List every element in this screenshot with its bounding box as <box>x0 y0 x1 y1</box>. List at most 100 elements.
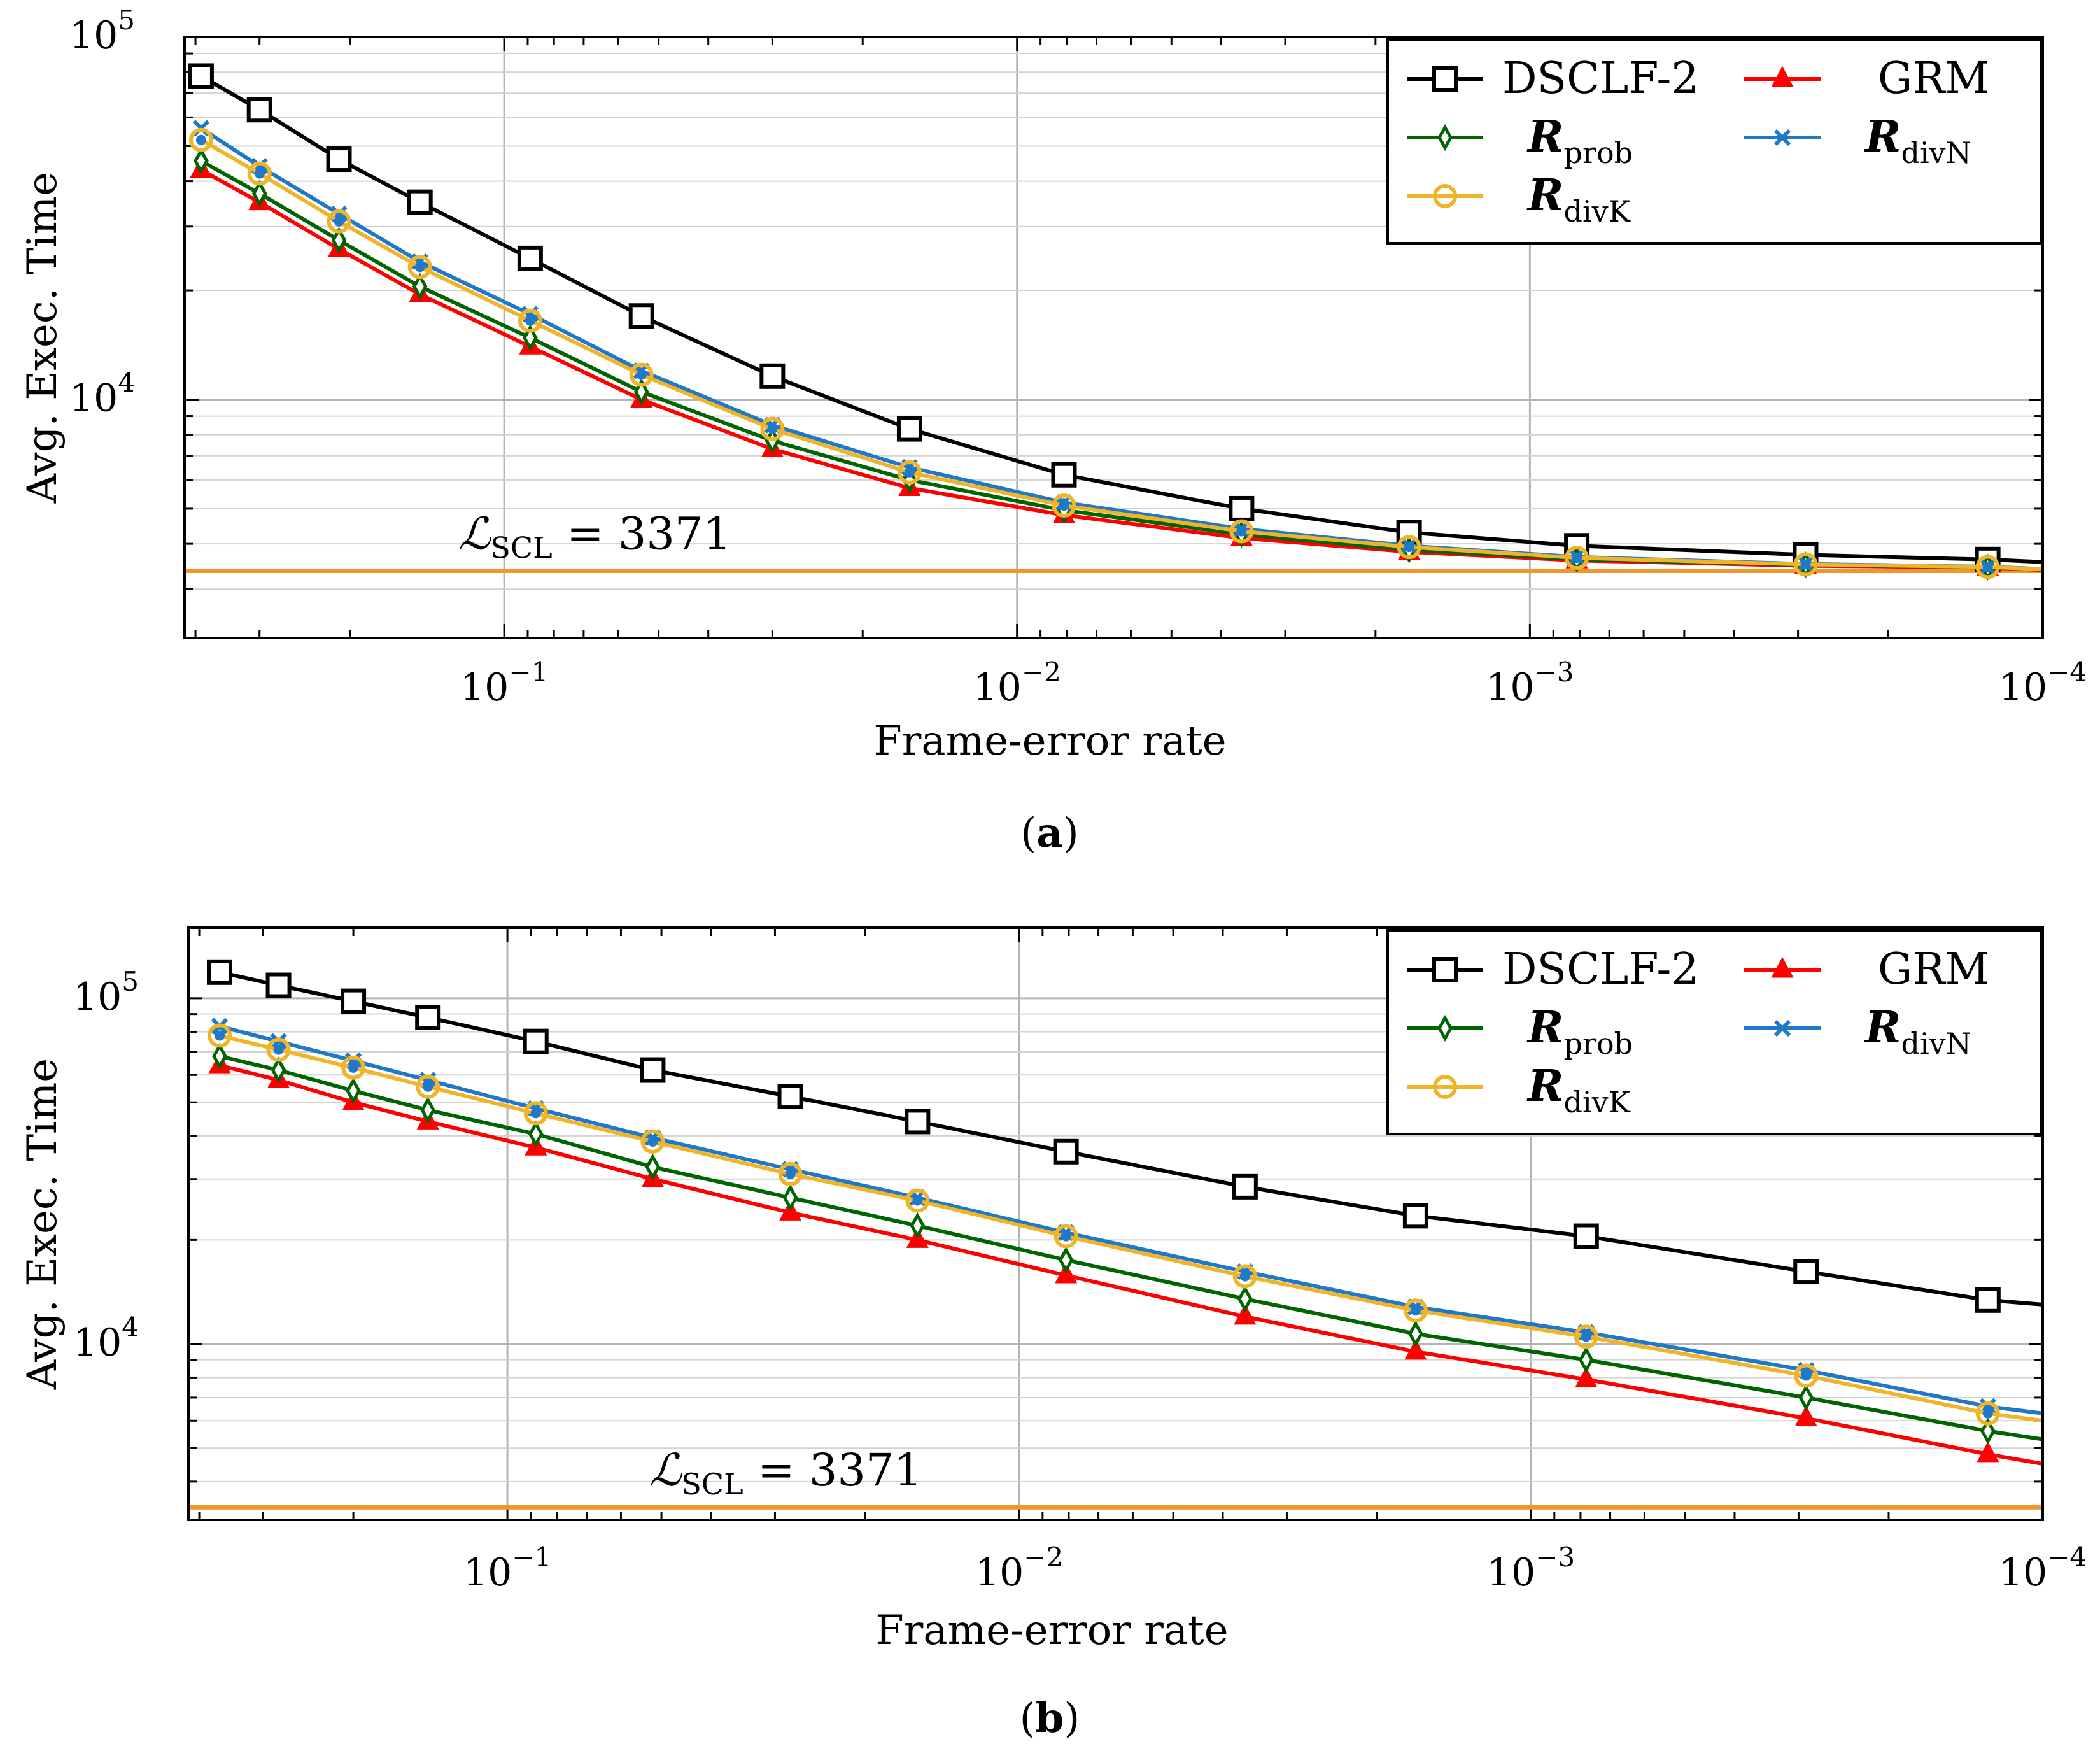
legend-label: Rprob <box>1526 111 1633 170</box>
x-tick-exp: −1 <box>509 656 548 688</box>
x-tick-base: 10 <box>1487 1550 1535 1595</box>
legend-label: GRM <box>1878 944 1989 995</box>
x-tick-exp: −1 <box>512 1542 551 1573</box>
data-point <box>188 127 213 152</box>
data-point-overlap <box>647 1136 658 1147</box>
data-point <box>523 324 538 351</box>
x-tick-base: 10 <box>463 1550 512 1595</box>
data-point <box>905 1188 930 1213</box>
data-point <box>1578 1346 1594 1373</box>
legend-label-main: GRM <box>1878 53 1989 104</box>
data-point <box>1793 552 1818 577</box>
data-point-overlap <box>912 1195 923 1206</box>
data-point-overlap <box>636 369 647 380</box>
legend-label-main: DSCLF-2 <box>1502 944 1699 995</box>
data-point <box>905 1109 931 1135</box>
data-point <box>759 363 786 389</box>
data-point <box>1793 1259 1819 1285</box>
data-point <box>628 303 654 329</box>
data-point <box>1232 1264 1257 1289</box>
plot-area <box>207 959 2043 1466</box>
y-tick-exp: 5 <box>122 966 139 997</box>
y-tick-base: 10 <box>69 376 118 421</box>
data-point <box>1397 535 1421 560</box>
data-point-overlap <box>215 1030 225 1041</box>
legend-item-r-divn: RdivN <box>1744 1002 1971 1061</box>
legend-marker <box>1432 957 1458 982</box>
y-tick-base: 10 <box>73 975 122 1019</box>
data-point <box>407 255 432 280</box>
legend-label-sub: divK <box>1564 194 1631 229</box>
data-point-overlap <box>1059 500 1069 511</box>
data-point <box>897 460 922 485</box>
data-point <box>346 1077 361 1105</box>
data-point-overlap <box>334 216 344 227</box>
legend-item-grm: GRM <box>1744 944 1989 995</box>
legend-label: RdivN <box>1864 1002 1971 1061</box>
data-point <box>1234 1303 1257 1325</box>
caption-close: ) <box>1064 1695 1080 1742</box>
data-point <box>1058 1246 1074 1273</box>
data-point-overlap <box>254 168 265 179</box>
plot-area <box>188 63 2043 581</box>
legend-label: RdivN <box>1864 111 1971 170</box>
legend-label-main: R <box>1864 111 1901 162</box>
data-point <box>523 1028 549 1054</box>
legend-label: DSCLF-2 <box>1502 53 1699 104</box>
data-point <box>1229 495 1255 521</box>
data-point <box>629 362 654 387</box>
x-tick-exp: −2 <box>1024 1542 1063 1573</box>
x-tick-label: 10−2 <box>975 1542 1063 1595</box>
x-tick-base: 10 <box>1486 665 1534 710</box>
data-point-overlap <box>1236 526 1247 537</box>
legend-label: RdivK <box>1526 170 1631 229</box>
legend-item-dsclf-2: DSCLF-2 <box>1407 53 1699 104</box>
plot-frame <box>187 926 2044 1521</box>
legend-marker <box>1771 956 1794 978</box>
legend-box <box>1386 38 2043 245</box>
caption-close: ) <box>1063 810 1079 857</box>
series-grm <box>208 1052 2043 1466</box>
data-point-overlap <box>1982 562 1993 572</box>
legend-label: DSCLF-2 <box>1502 944 1699 995</box>
x-tick-base: 10 <box>975 1550 1024 1595</box>
legend-label-sub: divN <box>1901 136 1971 170</box>
x-tick-exp: −4 <box>2047 1542 2087 1573</box>
reference-label-main: ℒ <box>458 507 491 560</box>
series-r-divk <box>208 1023 2043 1426</box>
data-point <box>528 1120 544 1148</box>
caption-open: ( <box>1020 1695 1036 1742</box>
data-point <box>194 147 209 174</box>
data-point <box>1053 1138 1079 1165</box>
legend-label-sub: prob <box>1564 136 1633 170</box>
data-point-overlap <box>1239 1271 1250 1282</box>
data-point <box>271 1056 286 1084</box>
legend-label: GRM <box>1878 53 1989 104</box>
y-tick-base: 10 <box>69 13 118 58</box>
data-point <box>1054 1224 1078 1249</box>
data-point <box>420 1096 436 1124</box>
data-point <box>270 1033 287 1050</box>
y-tick-label: 105 <box>69 4 135 58</box>
data-point-overlap <box>1572 553 1582 564</box>
x-tick-label: 10−2 <box>973 656 1061 710</box>
data-point <box>341 988 367 1014</box>
legend-label-main: R <box>1526 111 1564 162</box>
legend-marker <box>1773 129 1791 146</box>
x-tick-label: 10−4 <box>1999 656 2087 710</box>
data-point <box>1237 1285 1253 1313</box>
legend-marker <box>1437 124 1453 152</box>
data-point-overlap <box>195 134 206 145</box>
data-point <box>1565 546 1589 571</box>
x-tick-exp: −4 <box>2047 656 2087 688</box>
x-tick-base: 10 <box>460 665 509 710</box>
legend-label-main: R <box>1526 1061 1564 1112</box>
data-point <box>633 378 649 406</box>
data-point <box>760 416 785 441</box>
data-point-overlap <box>785 1169 796 1180</box>
panel-caption: (b) <box>1020 1694 1080 1742</box>
y-tick-exp: 4 <box>122 1312 139 1343</box>
legend-item-r-prob: Rprob <box>1407 111 1633 170</box>
legend-marker <box>1433 184 1457 208</box>
data-point-overlap <box>423 1081 433 1092</box>
